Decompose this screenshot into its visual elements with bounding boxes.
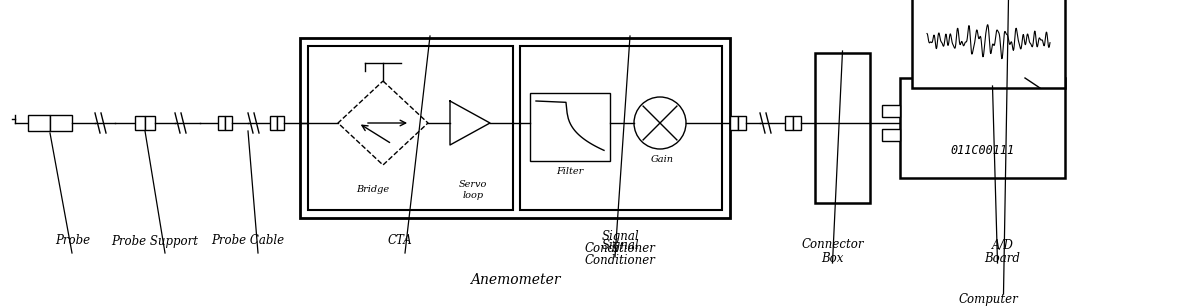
Bar — [912, 0, 1065, 88]
Bar — [793, 116, 801, 130]
Text: 011C00111: 011C00111 — [951, 144, 1014, 156]
Text: Connector: Connector — [801, 238, 863, 252]
Text: A/D: A/D — [992, 238, 1013, 252]
Bar — [277, 116, 284, 130]
Bar — [530, 93, 610, 161]
Text: Conditioner: Conditioner — [584, 242, 655, 255]
Text: Bridge: Bridge — [357, 185, 390, 194]
Bar — [218, 116, 225, 130]
Text: Anemometer: Anemometer — [470, 273, 561, 287]
Bar — [815, 53, 871, 203]
Text: CTA: CTA — [388, 234, 412, 248]
Bar — [900, 78, 1065, 178]
Text: Servo
loop: Servo loop — [458, 180, 488, 200]
Text: Probe: Probe — [55, 234, 91, 248]
Text: Board: Board — [985, 253, 1020, 265]
Polygon shape — [450, 101, 490, 145]
Text: Signal: Signal — [601, 230, 638, 243]
Bar — [730, 116, 737, 130]
Bar — [28, 115, 49, 131]
Bar — [519, 46, 722, 210]
Text: Filter: Filter — [556, 167, 583, 176]
Text: Signal
Conditioner: Signal Conditioner — [584, 239, 655, 267]
Text: Box: Box — [821, 253, 843, 265]
Bar — [135, 116, 145, 130]
Bar — [225, 116, 232, 130]
Text: Probe Cable: Probe Cable — [211, 234, 285, 248]
Bar — [785, 116, 793, 130]
Bar — [882, 129, 900, 141]
Text: Probe Support: Probe Support — [112, 234, 199, 248]
Bar — [882, 105, 900, 117]
Text: Gain: Gain — [650, 155, 674, 164]
Bar — [307, 46, 512, 210]
Bar — [49, 115, 72, 131]
Bar — [145, 116, 155, 130]
Bar — [300, 38, 730, 218]
Bar — [270, 116, 277, 130]
Text: Computer: Computer — [959, 294, 1018, 306]
Bar — [737, 116, 746, 130]
